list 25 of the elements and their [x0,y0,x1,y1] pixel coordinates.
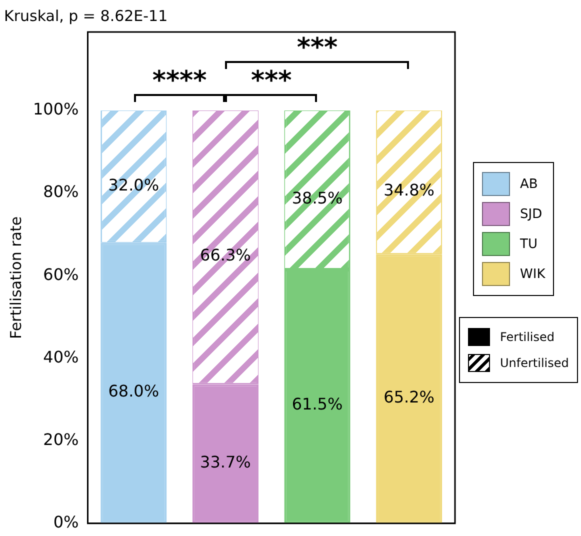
y-tick-label: 60% [43,264,79,284]
data-label: 65.2% [384,387,434,406]
annotation: *** [250,66,292,96]
legend-label: TU [520,236,538,252]
y-tick-label: 80% [43,182,79,202]
data-label: 66.3% [200,246,251,265]
y-tick-label: 20% [43,430,79,449]
y-tick-label: 40% [43,347,79,366]
y-tick-label: 0% [53,512,79,532]
legend-label: AB [520,176,538,192]
data-label: 33.7% [200,452,251,472]
data-label: 38.5% [292,188,343,208]
data-label: 32.0% [108,175,160,194]
text: Fertilised [500,330,555,344]
chart-title: Kruskal, p = 8.62E-11 [4,6,168,25]
data-label: 34.8% [384,180,434,200]
data-label: 68.0% [108,382,160,400]
text: Unfertilised [500,356,569,370]
data-label: 61.5% [292,394,343,414]
y-axis-title: Fertilisation rate [6,216,25,339]
legend-label: WIK [520,266,546,282]
annotation: **** [152,66,207,96]
y-tick-label: 100% [32,100,79,119]
legend-label: SJD [520,206,542,222]
annotation: *** [296,32,338,63]
